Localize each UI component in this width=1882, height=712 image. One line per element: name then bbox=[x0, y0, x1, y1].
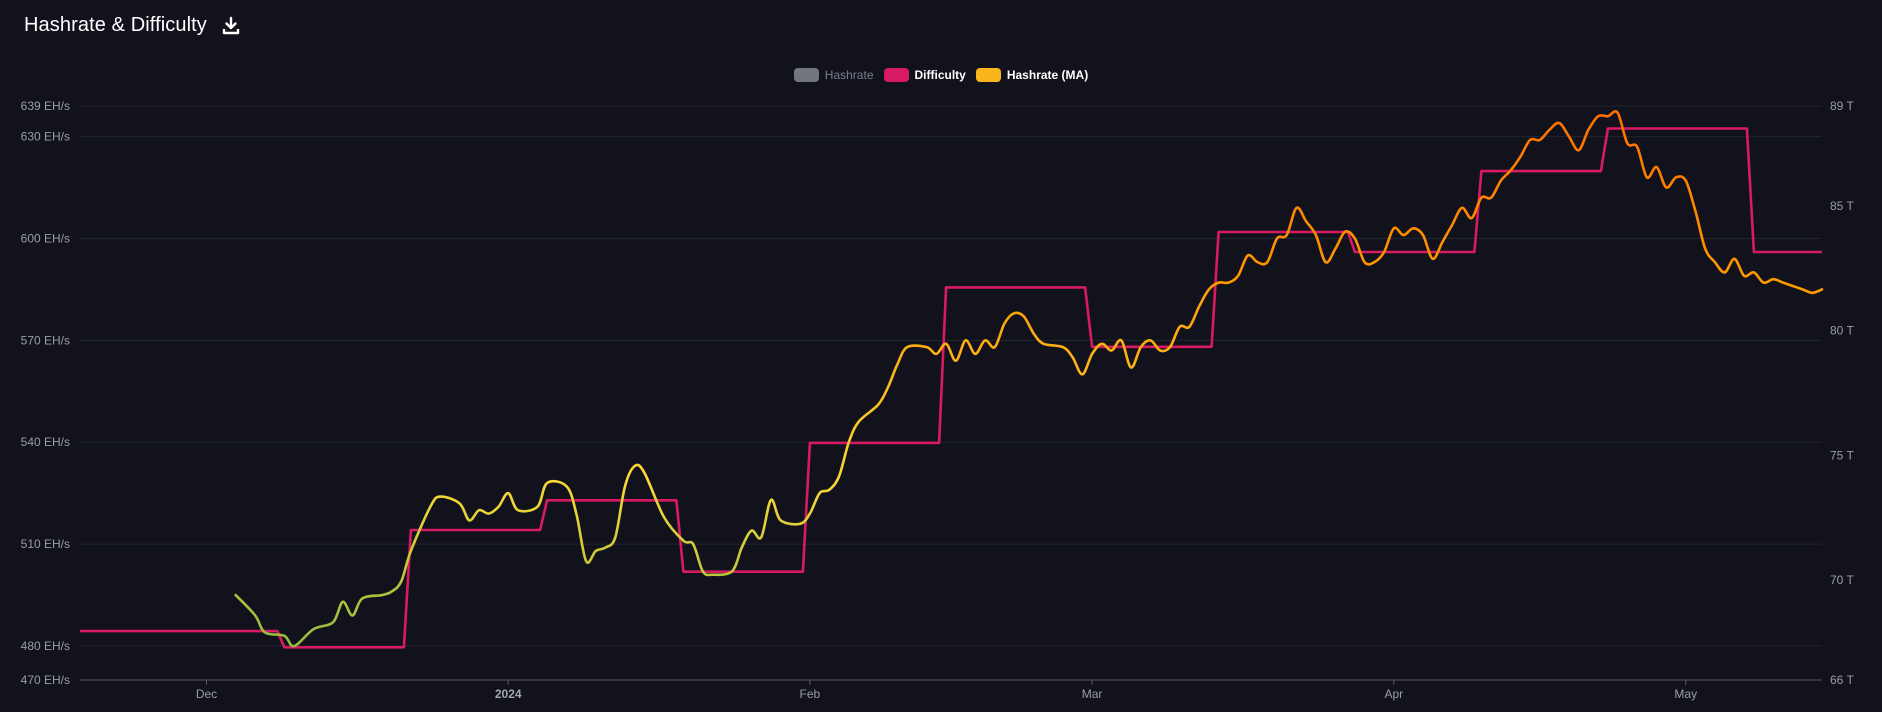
y-right-tick-label: 80 T bbox=[1830, 324, 1854, 338]
legend-swatch-difficulty bbox=[883, 68, 909, 82]
legend-item-difficulty[interactable]: Difficulty bbox=[883, 68, 966, 82]
download-icon[interactable] bbox=[221, 16, 241, 36]
difficulty-line bbox=[80, 127, 1822, 649]
y-left-tick-label: 510 EH/s bbox=[21, 537, 70, 551]
legend-label-hashrate-ma: Hashrate (MA) bbox=[1006, 68, 1089, 82]
y-right-tick-label: 75 T bbox=[1830, 448, 1854, 462]
x-tick-label: May bbox=[1674, 687, 1697, 701]
legend-label-hashrate: Hashrate bbox=[824, 68, 874, 82]
y-left-tick-label: 570 EH/s bbox=[21, 333, 70, 347]
legend-swatch-hashrate-ma bbox=[975, 68, 1001, 82]
y-left-tick-label: 470 EH/s bbox=[21, 673, 70, 687]
chart-legend: Hashrate Difficulty Hashrate (MA) bbox=[0, 68, 1882, 82]
x-tick-label: 2024 bbox=[495, 687, 522, 701]
legend-item-hashrate[interactable]: Hashrate bbox=[793, 68, 874, 82]
x-tick-label: Dec bbox=[196, 687, 217, 701]
x-tick-label: Apr bbox=[1384, 687, 1403, 701]
chart-header: Hashrate & Difficulty bbox=[24, 14, 241, 37]
y-left-tick-label: 600 EH/s bbox=[21, 231, 70, 245]
y-left-tick-label: 480 EH/s bbox=[21, 639, 70, 653]
x-tick-label: Mar bbox=[1082, 687, 1103, 701]
y-right-tick-label: 85 T bbox=[1830, 199, 1854, 213]
y-left-tick-label: 540 EH/s bbox=[21, 435, 70, 449]
legend-swatch-hashrate bbox=[793, 68, 819, 82]
legend-label-difficulty: Difficulty bbox=[914, 68, 966, 82]
legend-item-hashrate-ma[interactable]: Hashrate (MA) bbox=[975, 68, 1089, 82]
chart-title: Hashrate & Difficulty bbox=[24, 14, 207, 36]
hashrate-ma-line bbox=[234, 110, 1824, 648]
y-left-tick-label: 630 EH/s bbox=[21, 130, 70, 144]
y-left-tick-label: 639 EH/s bbox=[21, 99, 70, 113]
y-right-tick-label: 66 T bbox=[1830, 673, 1854, 687]
x-tick-label: Feb bbox=[800, 687, 821, 701]
y-right-tick-label: 89 T bbox=[1830, 99, 1854, 113]
y-right-tick-label: 70 T bbox=[1830, 573, 1854, 587]
